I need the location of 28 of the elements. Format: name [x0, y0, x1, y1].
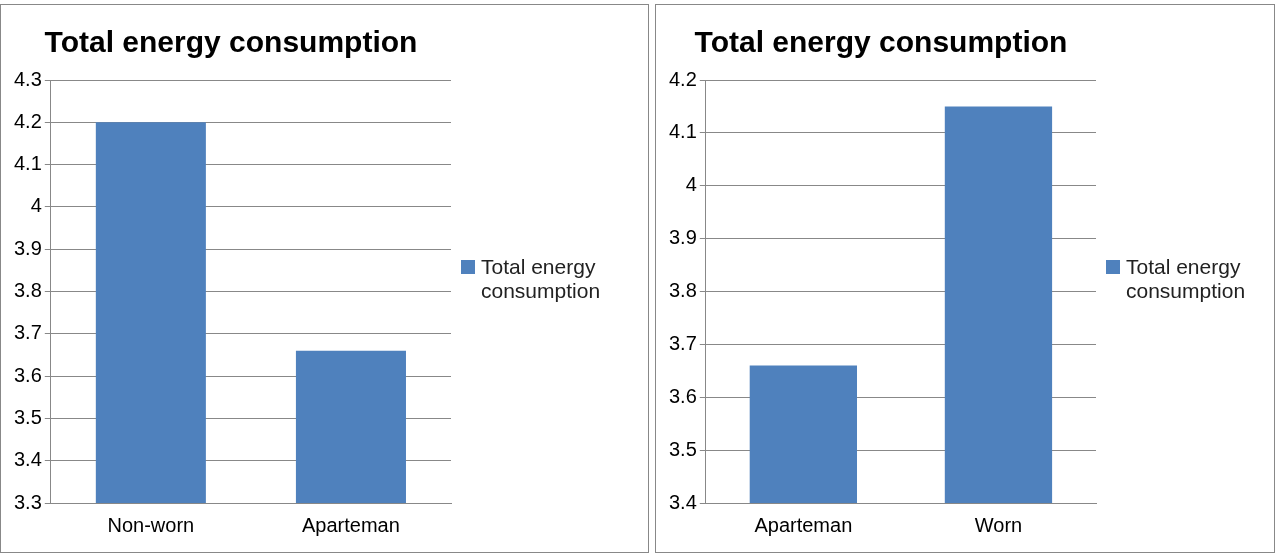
y-tick-label: 4 — [685, 173, 697, 196]
y-tick-label: 4.3 — [13, 67, 42, 90]
y-tick-label: 4.2 — [13, 109, 42, 132]
y-tick-label: 4.2 — [668, 67, 697, 90]
y-tick-label: 3.9 — [668, 226, 697, 249]
x-tick-label: Aparteman — [754, 513, 853, 536]
y-tick-label: 3.4 — [668, 490, 697, 513]
y-tick-label: 3.8 — [668, 279, 697, 302]
y-tick-label: 3.5 — [13, 405, 42, 428]
y-tick-label: 3.6 — [13, 363, 42, 386]
y-tick-label: 3.6 — [668, 384, 697, 407]
x-tick-label: Non-worn — [107, 513, 195, 536]
y-tick-label: 3.9 — [13, 236, 42, 259]
y-tick-label: 3.4 — [13, 448, 42, 471]
legend-label: Total energy consumption — [1126, 254, 1247, 303]
y-tick-label: 3.3 — [13, 490, 42, 513]
y-tick-label: 4 — [30, 194, 42, 217]
y-tick-label: 4.1 — [668, 120, 697, 143]
legend-label: Total energy consumption — [481, 254, 602, 303]
chart-title: Total energy consumption — [694, 25, 1068, 59]
y-tick-label: 3.7 — [13, 321, 42, 344]
y-tick-label: 3.8 — [13, 279, 42, 302]
chart-title: Total energy consumption — [44, 25, 418, 59]
y-tick-label: 4.1 — [13, 152, 42, 175]
x-tick-label: Worn — [974, 513, 1023, 536]
y-tick-label: 3.5 — [668, 437, 697, 460]
y-tick-label: 3.7 — [668, 331, 697, 354]
x-tick-label: Aparteman — [302, 513, 400, 536]
